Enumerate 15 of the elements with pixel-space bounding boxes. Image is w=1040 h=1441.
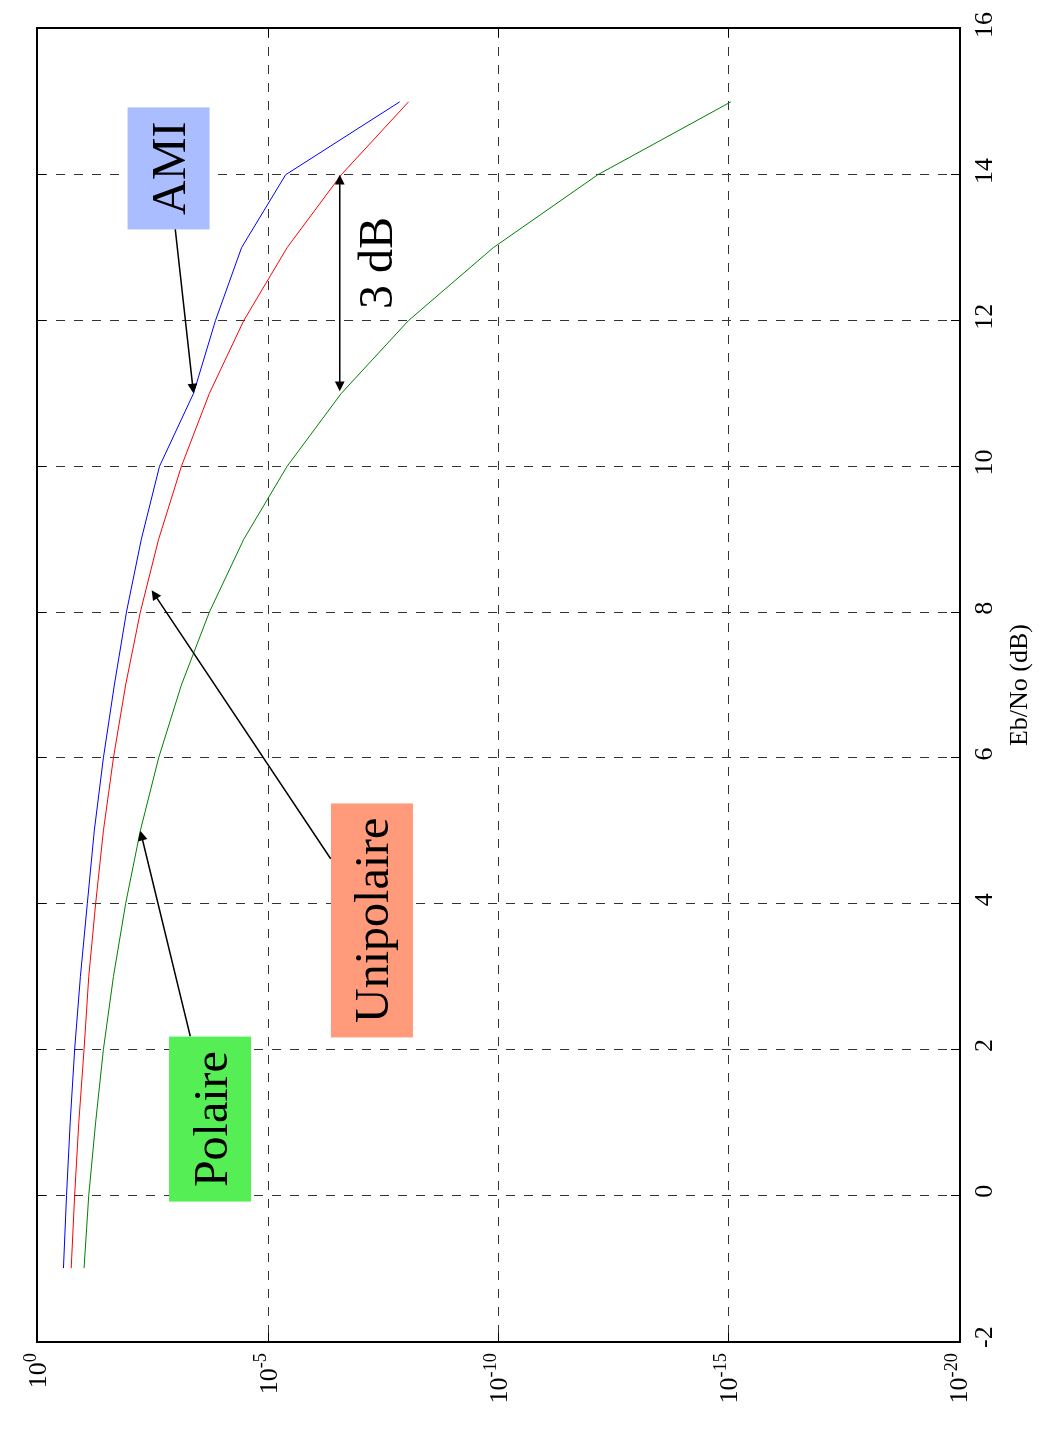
- annotation: 3 dB: [349, 217, 403, 310]
- y-tick-label: 8: [968, 601, 998, 615]
- y-tick-label: 0: [968, 1184, 998, 1198]
- annotation: AMI: [142, 121, 196, 215]
- y-tick-label: 14: [968, 157, 998, 184]
- y-tick-label: 6: [968, 747, 998, 761]
- y-tick-label: 12: [968, 303, 998, 330]
- y-tick-label: -2: [968, 1326, 998, 1348]
- annotation: Unipolaire: [345, 817, 399, 1023]
- annotation: Polaire: [183, 1051, 237, 1188]
- y-tick-label: 4: [968, 893, 998, 907]
- y-tick-label: 2: [968, 1039, 998, 1053]
- y-axis-title: Eb/No (dB): [1004, 623, 1034, 747]
- y-tick-label: 16: [968, 12, 998, 39]
- y-tick-label: 10: [968, 449, 998, 476]
